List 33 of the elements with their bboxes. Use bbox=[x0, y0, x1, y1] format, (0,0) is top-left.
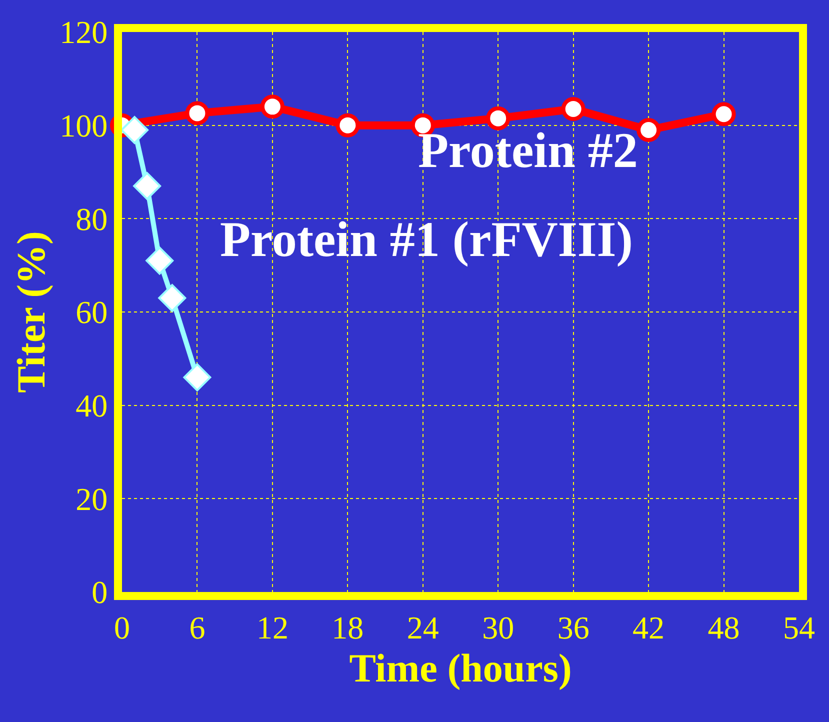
point bbox=[183, 363, 212, 392]
y-tick-label: 20 bbox=[76, 480, 108, 517]
series-label: Protein #1 (rFVIII) bbox=[220, 211, 633, 267]
point bbox=[133, 172, 162, 200]
x-tick-label: 30 bbox=[482, 609, 514, 646]
x-tick-label: 6 bbox=[189, 609, 206, 646]
y-tick-label: 40 bbox=[76, 388, 108, 424]
point bbox=[486, 106, 510, 130]
y-tick-label: 0 bbox=[92, 574, 108, 610]
x-axis-title: Time (hours) bbox=[349, 645, 572, 690]
x-tick-label: 48 bbox=[708, 609, 740, 646]
x-tick-label: 42 bbox=[632, 609, 665, 646]
x-tick-label: 18 bbox=[332, 609, 364, 646]
point bbox=[561, 97, 586, 121]
x-tick-label: 12 bbox=[256, 609, 288, 646]
point bbox=[336, 113, 360, 138]
x-tick-label: 24 bbox=[406, 609, 439, 646]
point bbox=[712, 102, 736, 126]
point bbox=[158, 284, 186, 312]
y-axis-title: Titer (%) bbox=[8, 231, 54, 393]
point bbox=[185, 101, 210, 126]
series-label: Protein #2 bbox=[418, 122, 638, 178]
y-tick-label: 80 bbox=[76, 200, 108, 237]
x-tick-label: 0 bbox=[114, 609, 130, 646]
point bbox=[260, 94, 284, 119]
point bbox=[636, 118, 661, 142]
y-tick-label: 60 bbox=[76, 294, 108, 330]
y-tick-label: 120 bbox=[60, 14, 108, 50]
point bbox=[120, 116, 149, 144]
point bbox=[146, 246, 174, 275]
y-tick-label: 100 bbox=[60, 108, 108, 144]
x-tick-label: 36 bbox=[557, 609, 590, 646]
x-tick-label: 54 bbox=[783, 609, 815, 646]
